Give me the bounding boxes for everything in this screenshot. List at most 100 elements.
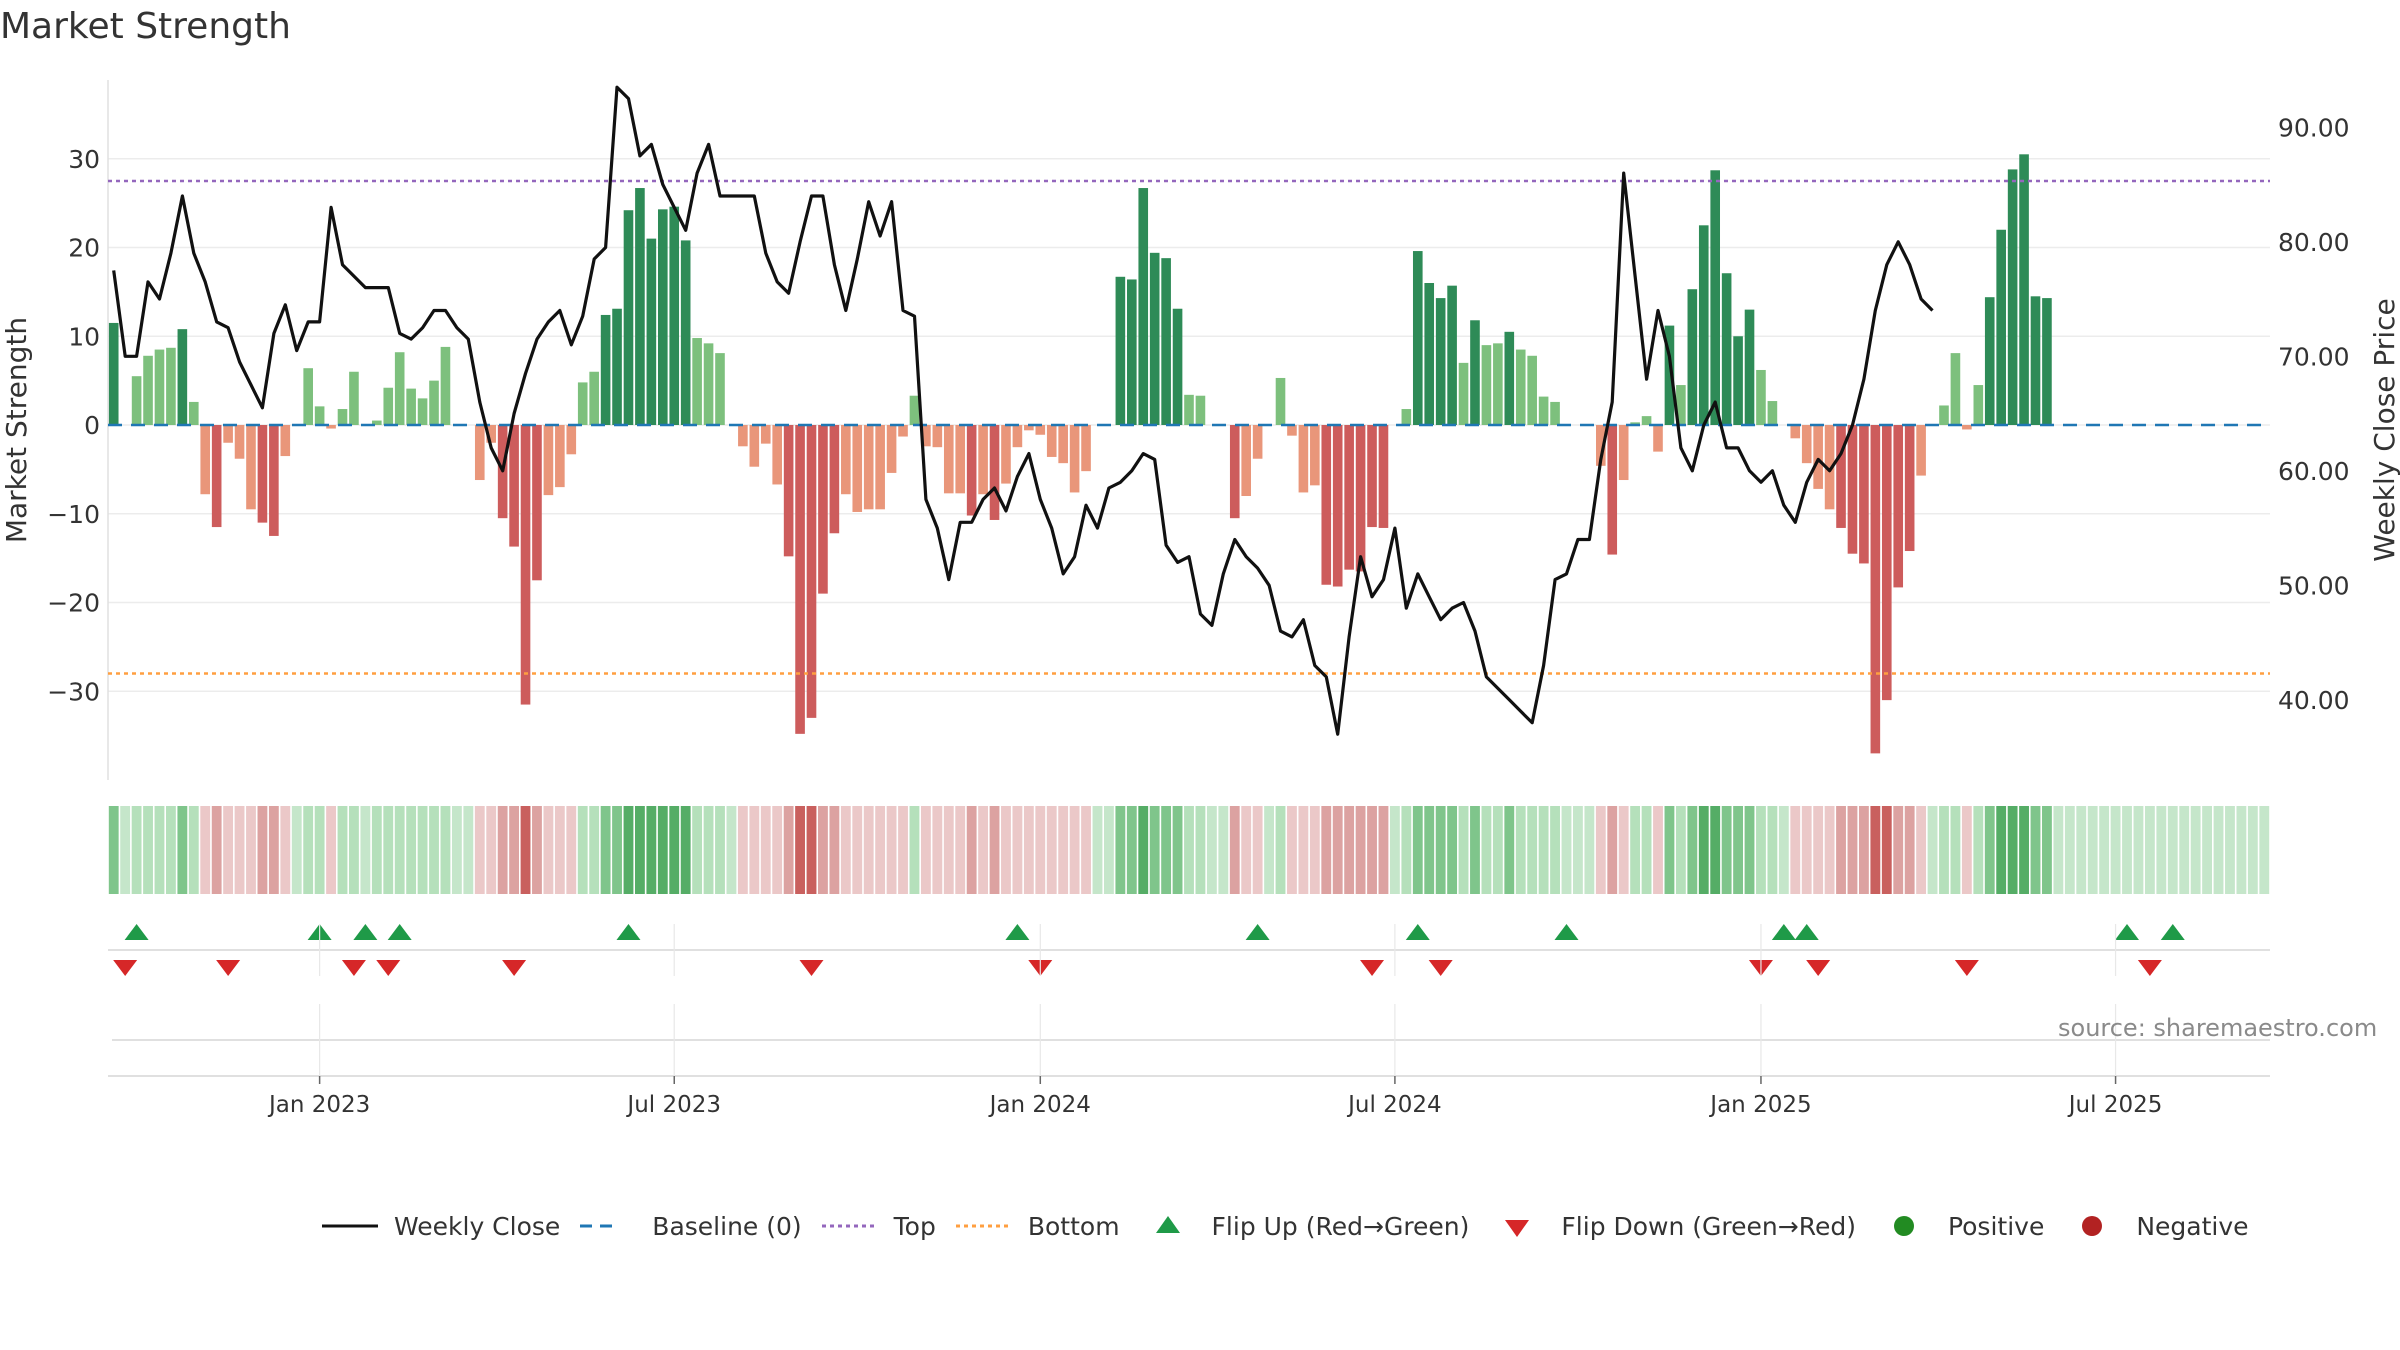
heat-cell [1492,806,1503,894]
heat-cell [429,806,439,894]
heat-cell [1069,806,1080,894]
heat-cell [1424,806,1435,894]
strength-bar [692,338,702,425]
strength-bar [1275,377,1286,425]
strength-bar [349,371,359,425]
heat-cell [2259,806,2270,894]
strength-bar [738,425,748,447]
strength-bar [1367,425,1377,528]
y-tick-label: 10 [68,322,100,351]
heat-cell [760,806,771,894]
legend-flip-down[interactable]: Flip Down (Green→Red) [1487,1211,1856,1241]
heat-cell [1172,806,1183,894]
strength-bar [1195,395,1206,425]
strength-bar [1424,283,1435,425]
heat-cell [2156,806,2167,894]
heat-cell [2236,806,2247,894]
heat-cell [1927,806,1938,894]
strength-bar [1893,425,1904,588]
heat-cell [1584,806,1595,894]
heat-cell [406,806,417,894]
heat-cell [1561,806,1572,894]
flip-down-marker [341,960,366,976]
heat-cell [1104,806,1114,894]
flip-up-marker [1405,924,1430,940]
heat-cell [1916,806,1927,894]
heat-cell [829,806,840,894]
heat-cell [2064,806,2075,894]
heat-cell [1412,806,1423,894]
strength-bar [1081,425,1091,472]
legend-bottom[interactable]: Bottom [954,1211,1120,1241]
heat-cell [1481,806,1492,894]
heat-cell [1115,806,1126,894]
heat-cell [131,806,142,894]
heat-cell [211,806,222,894]
weekly-close-series [112,85,1934,736]
legend-label: Flip Up (Red→Green) [1211,1211,1470,1241]
heat-cell [2133,806,2144,894]
strength-bar [577,382,588,425]
legend-baseline[interactable]: Baseline (0) [578,1211,802,1241]
strength-bar [1698,225,1709,425]
heat-cell [1904,806,1915,894]
strength-bar [852,425,863,512]
strength-bar [1607,425,1618,555]
legend: Weekly Close Baseline (0) Top Bottom Fli… [320,1208,2249,1244]
dotted-swatch-icon [821,1224,878,1228]
flip-down-marker [1428,960,1453,976]
strength-bar [2030,296,2041,425]
heat-cell [326,806,336,894]
strength-bar [1538,396,1549,425]
flip-down-marker [376,960,401,976]
heat-cell [1607,806,1618,894]
strength-bar [1676,385,1686,425]
flip-down-marker [216,960,241,976]
strength-heat-strip [108,806,2270,894]
x-tick-label: Jul 2023 [625,1092,721,1118]
heat-cell [532,806,542,894]
heat-cell [886,806,897,894]
strength-bar [909,395,920,425]
flip-markers [108,924,2270,1041]
heat-cell [1035,806,1046,894]
y2-tick-label: 40.00 [2278,686,2350,715]
flip-up-marker [1005,924,1030,940]
strength-bar [166,347,176,425]
x-tick-label: Jan 2024 [988,1092,1091,1118]
heat-cell [257,806,268,894]
strength-bar [1378,425,1389,528]
legend-positive[interactable]: Positive [1874,1211,2044,1241]
heat-cell [577,806,588,894]
legend-flip-up[interactable]: Flip Up (Red→Green) [1138,1211,1470,1241]
y2-tick-label: 50.00 [2278,571,2350,600]
strength-bars [108,154,2052,754]
y2-tick-label: 70.00 [2278,342,2350,371]
legend-weekly-close[interactable]: Weekly Close [320,1211,560,1241]
strength-bar [898,425,908,437]
heat-cell [1630,806,1641,894]
heat-cell [703,806,714,894]
legend-negative[interactable]: Negative [2062,1211,2249,1241]
heat-cell [1229,806,1240,894]
strength-bar [783,425,794,557]
flip-down-marker [1954,960,1979,976]
strength-bar [589,371,599,425]
heat-cell [2167,806,2178,894]
strength-bar [1847,425,1858,554]
heat-cell [394,806,405,894]
heat-cell [1184,806,1194,894]
heat-cell [2202,806,2213,894]
strength-bar [646,238,657,425]
strength-bar [1836,425,1846,528]
heat-cell [143,806,153,894]
strength-bar [372,420,382,425]
strength-bar [406,388,416,425]
strength-bar [1710,170,1721,425]
heat-cell [1309,806,1320,894]
y-tick-label: −10 [47,500,100,529]
legend-top[interactable]: Top [820,1211,936,1241]
x-tick-label: Jul 2024 [1346,1092,1442,1118]
strength-bar [623,210,634,425]
